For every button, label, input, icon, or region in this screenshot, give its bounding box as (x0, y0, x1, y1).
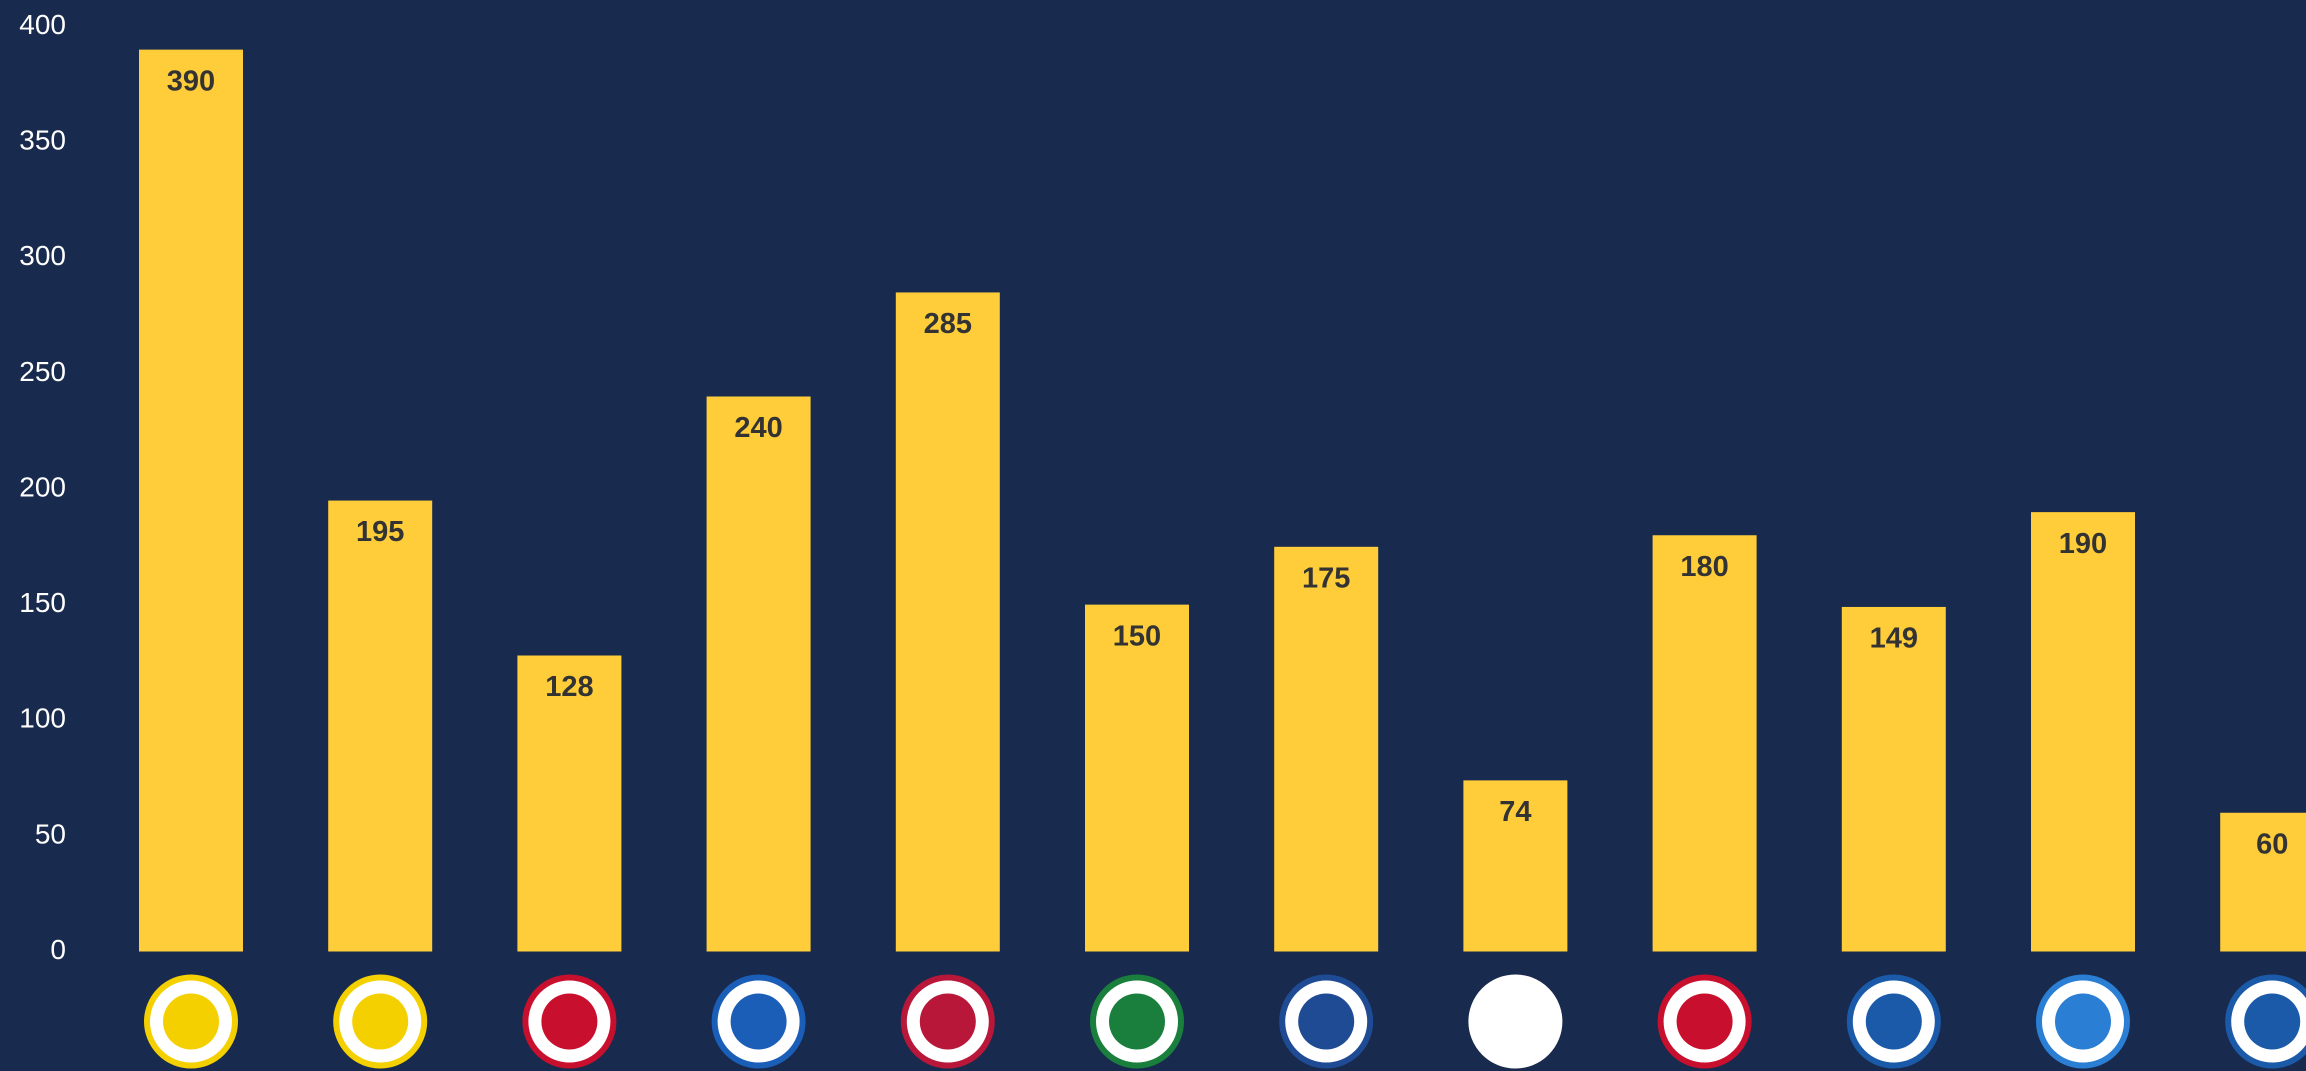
club-logo-inner (919, 993, 976, 1050)
value-label: 190 (2059, 528, 2107, 560)
bar (2031, 512, 2135, 952)
y-tick-label: 400 (19, 9, 66, 40)
bar (895, 292, 1000, 952)
club-logo-inner (1865, 993, 1922, 1050)
bar (328, 500, 433, 952)
value-label: 180 (1680, 551, 1728, 583)
club-logo-inner (2055, 993, 2111, 1050)
bar (706, 396, 811, 952)
club-logo-inner (163, 993, 219, 1050)
value-label: 74 (1499, 796, 1531, 828)
value-label: 149 (1870, 623, 1918, 655)
bar (1274, 546, 1379, 952)
value-label: 285 (924, 308, 972, 340)
value-label: 175 (1302, 562, 1350, 594)
y-tick-label: 250 (19, 356, 66, 387)
club-logo-inner (541, 993, 598, 1050)
bar (517, 655, 622, 952)
y-tick-label: 150 (19, 587, 66, 618)
y-tick-label: 50 (35, 818, 66, 849)
value-label: 150 (1113, 620, 1161, 652)
y-tick-label: 0 (50, 934, 66, 965)
bar (1463, 780, 1568, 952)
bar (1085, 604, 1189, 952)
club-logo-inner (730, 993, 787, 1050)
bar (2220, 812, 2306, 952)
club-logo-inner (1487, 993, 1544, 1050)
value-label: 60 (2256, 828, 2288, 860)
value-label: 128 (545, 671, 593, 703)
club-logo-inner (1109, 993, 1165, 1050)
bar (139, 49, 243, 952)
y-tick-label: 300 (19, 240, 66, 271)
bar (1841, 606, 1946, 952)
club-logo-inner (1298, 993, 1355, 1050)
y-tick-label: 200 (19, 471, 66, 502)
y-tick-label: 350 (19, 125, 66, 156)
value-label: 390 (167, 65, 215, 97)
value-label: 240 (734, 412, 782, 444)
y-tick-label: 100 (19, 703, 66, 734)
club-logo-inner (2244, 993, 2301, 1050)
bar (1652, 535, 1757, 952)
club-logo-inner (352, 993, 409, 1050)
value-label: 195 (356, 516, 404, 548)
club-logo-inner (1676, 993, 1733, 1050)
